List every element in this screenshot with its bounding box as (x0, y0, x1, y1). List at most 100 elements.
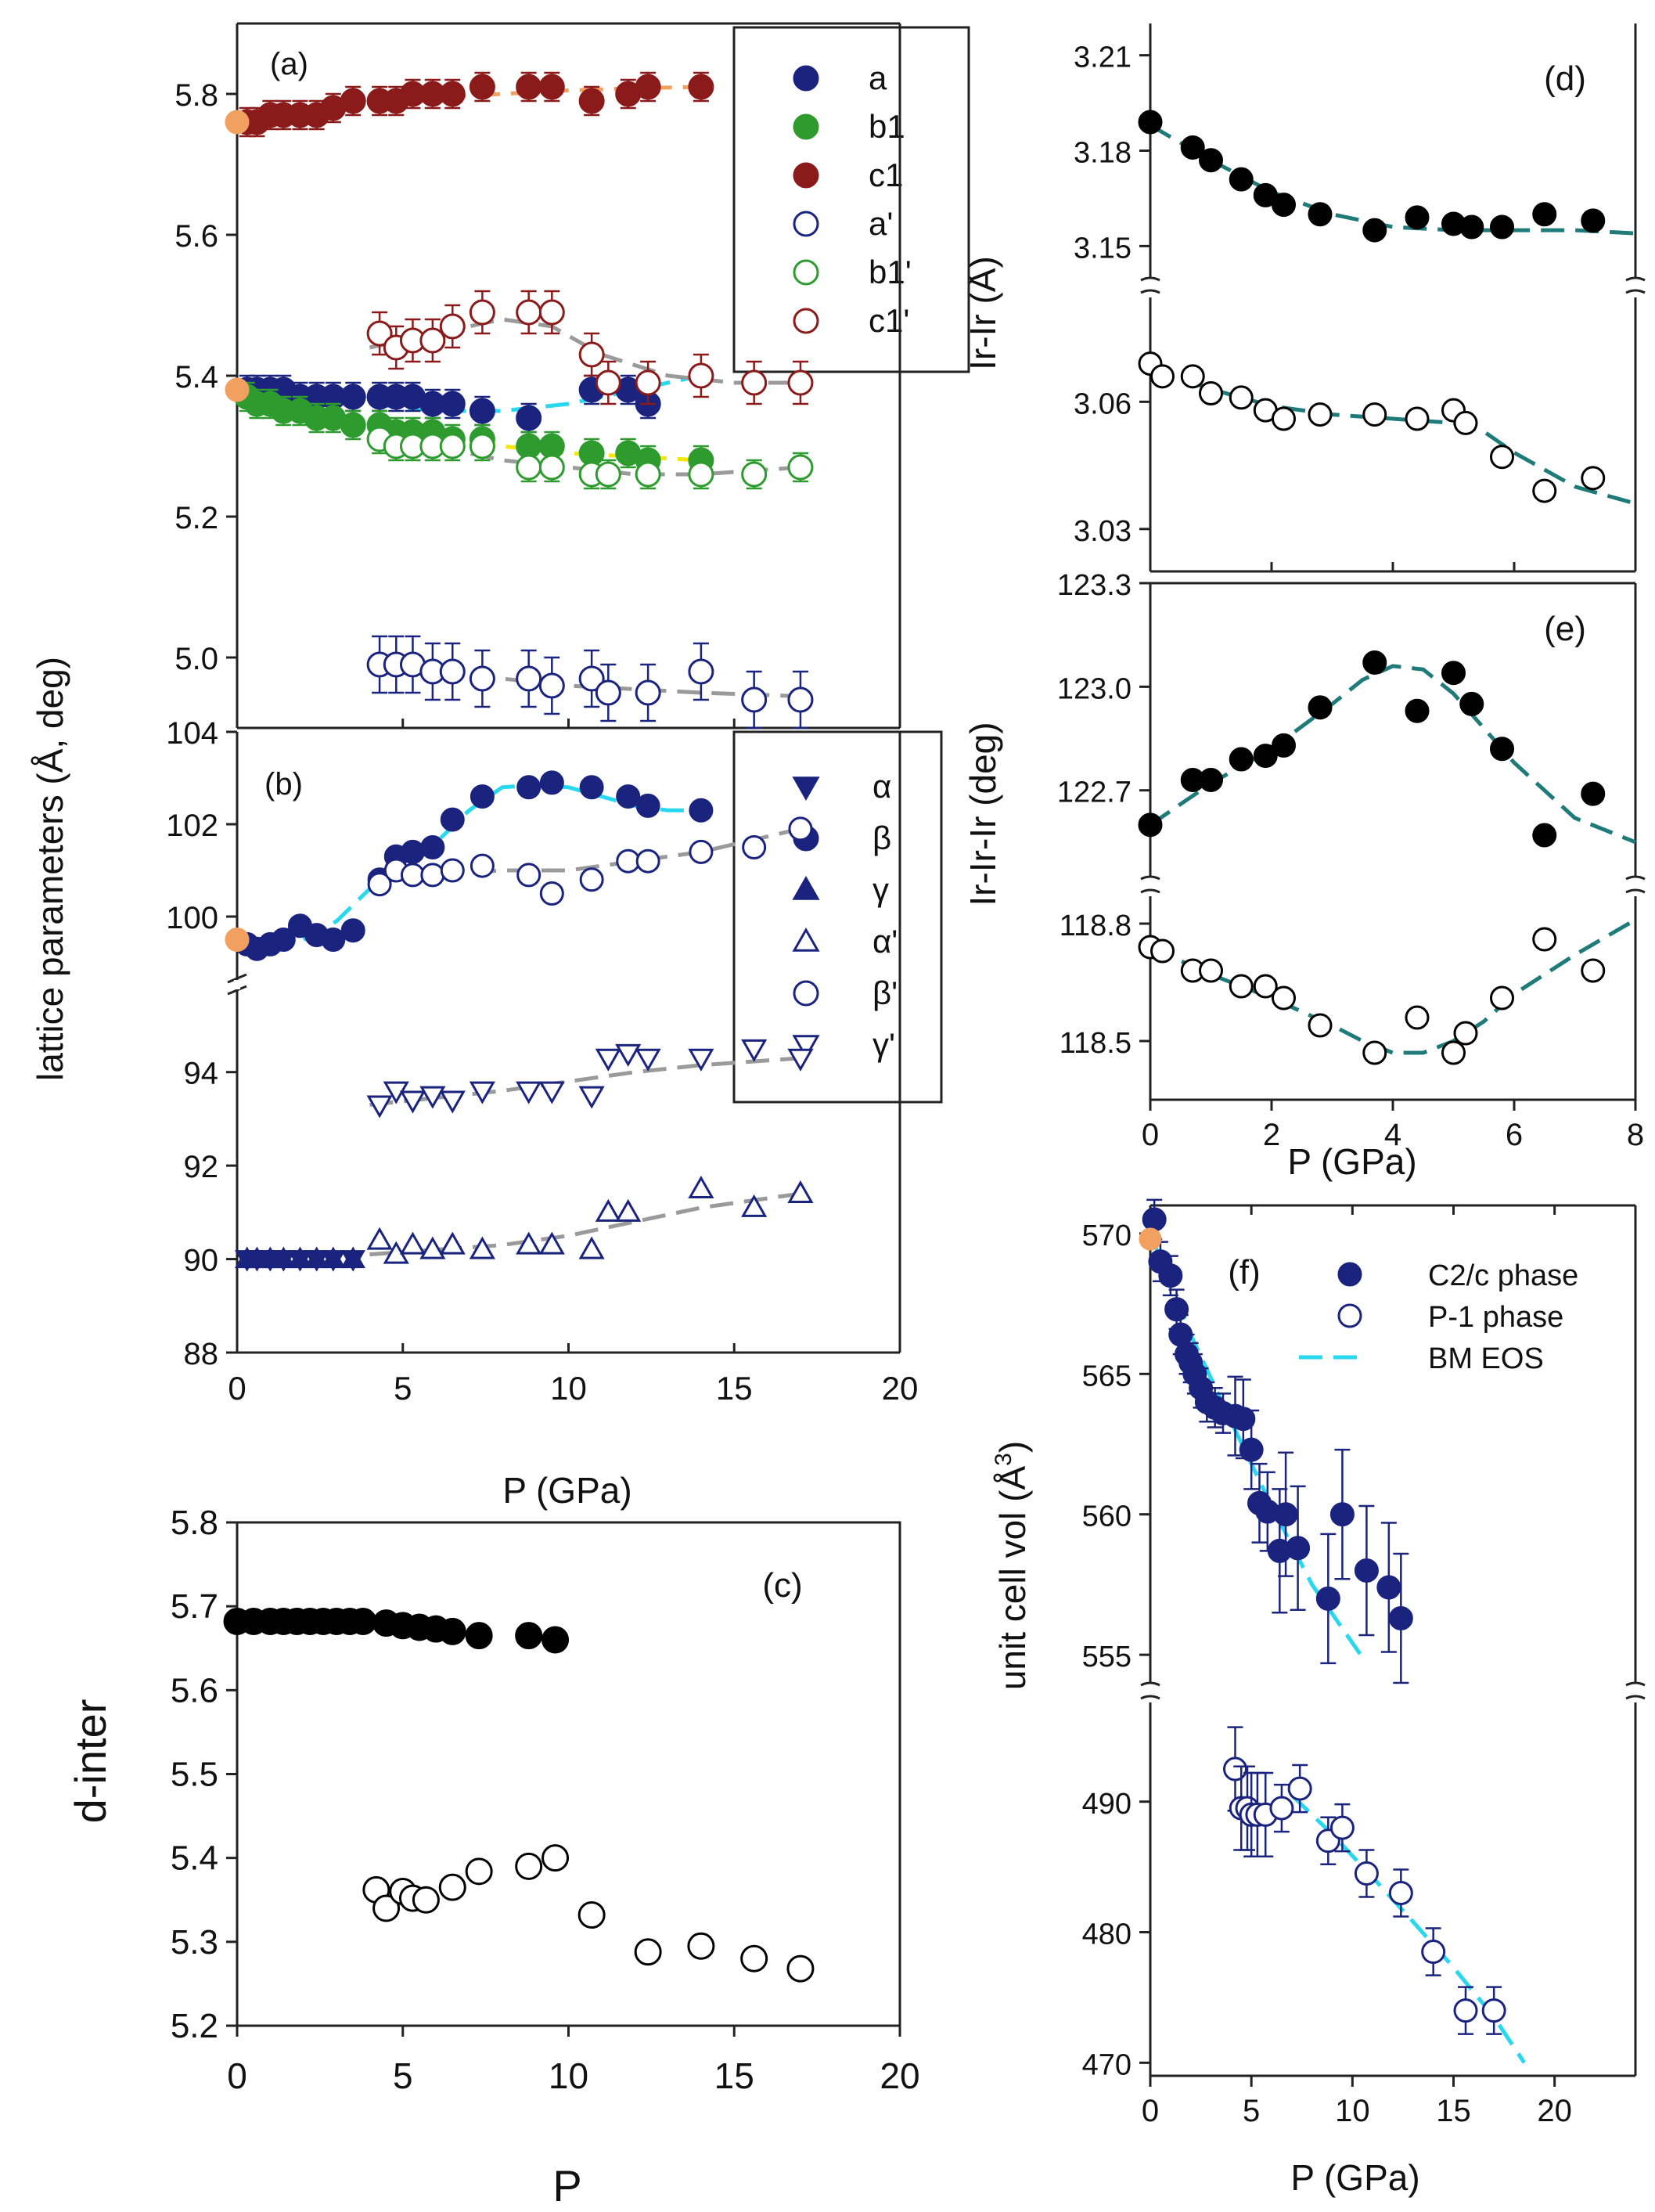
b-point-4-7-down (340, 1250, 365, 1272)
b-point-0-18 (635, 793, 660, 818)
a-point-0-16 (578, 88, 605, 114)
f-ytick-label-0: 470 (1082, 2048, 1132, 2081)
b-point-3-4 (439, 1231, 466, 1255)
f-point-1-14 (1481, 1998, 1506, 2023)
b-ytick-label-1: 90 (184, 1244, 219, 1278)
b-point-1-3 (420, 863, 445, 888)
e-point-0-11 (1490, 737, 1514, 762)
b-anchor-0 (225, 928, 250, 952)
b-point-2-13 (741, 1039, 768, 1062)
d-point-0-2 (1199, 148, 1223, 173)
a-point-3-3 (419, 327, 446, 354)
b-point-4-4-down (287, 1250, 313, 1272)
a-point-3-8 (578, 341, 605, 368)
e-point-0-10 (1459, 691, 1484, 716)
d-point-0-10 (1459, 214, 1484, 240)
c-ytick-label-4: 5.6 (171, 1671, 218, 1709)
c-point-1-9 (577, 1901, 606, 1929)
b-point-1-7 (539, 881, 564, 906)
b-xtick-label-2: 10 (550, 1370, 587, 1407)
e-point-0-13 (1581, 781, 1606, 806)
a-ytick-label-1: 5.2 (174, 501, 218, 535)
a-point-1-14 (516, 405, 542, 431)
d-point-0-0 (1138, 110, 1163, 135)
d-point-0-11 (1490, 214, 1514, 240)
f-legend-marker-0 (1337, 1262, 1362, 1287)
b-point-3-7 (538, 1231, 565, 1255)
a-panel-label: (a) (270, 47, 308, 81)
d-ytick-label-0: 3.03 (1074, 515, 1132, 548)
a-point-3-12 (741, 369, 768, 396)
b-break-1 (227, 973, 247, 984)
b-point-3-10 (615, 1198, 642, 1222)
a-point-3-4 (439, 313, 466, 340)
c-ytick-label-0: 5.2 (171, 2007, 218, 2045)
b-point-0-16 (579, 775, 604, 800)
a-point-5-11 (688, 658, 714, 685)
d-ytick-label-1: 3.06 (1074, 387, 1132, 420)
d-break-l-1 (1140, 276, 1160, 282)
e-xtick-label-0: 0 (1142, 1118, 1159, 1152)
b-ytick-label-5: 102 (166, 809, 218, 843)
b-point-3-0 (366, 1227, 393, 1250)
a-point-0-19 (688, 74, 714, 100)
b-point-1-8 (579, 867, 604, 892)
e-break-l-2 (1140, 888, 1160, 894)
b-point-1-9 (616, 848, 641, 874)
f-point-0-18 (1273, 1502, 1298, 1527)
f-point-0-21 (1329, 1502, 1355, 1527)
e-ytick-label-2: 122.7 (1057, 776, 1132, 809)
ylabel-ir-ir-ir: Ir-Ir-Ir (deg) (962, 722, 1003, 906)
a-point-4-5 (469, 433, 495, 459)
b-point-3-8 (578, 1236, 605, 1259)
e-point-0-5 (1272, 733, 1296, 758)
d-point-0-13 (1581, 208, 1606, 233)
b-legend-label-0: α (872, 768, 891, 805)
e-point-1-12 (1490, 985, 1514, 1011)
e-point-1-6 (1272, 985, 1296, 1011)
f-point-1-11 (1388, 1881, 1413, 1905)
e-ytick-label-0: 118.5 (1060, 1027, 1132, 1060)
d-point-1-14 (1581, 466, 1606, 491)
f-legend-marker-1 (1337, 1303, 1362, 1328)
a-point-4-13 (787, 454, 814, 481)
a-point-1-13 (469, 398, 495, 424)
f-point-0-0 (1142, 1207, 1167, 1232)
c-ytick-label-1: 5.3 (171, 1923, 218, 1962)
f-point-0-13 (1231, 1407, 1256, 1432)
f-ytick-label-3: 555 (1082, 1641, 1132, 1673)
b-ytick-label-4: 100 (166, 901, 218, 935)
c-xtick-label-4: 20 (880, 2055, 919, 2096)
b-point-2-6 (516, 1081, 542, 1104)
a-point-0-13 (469, 74, 495, 100)
b-point-4-5-down (304, 1250, 329, 1272)
b-point-2-11 (635, 1048, 661, 1072)
b-point-3-6 (516, 1231, 542, 1255)
ylabel-d-inter: d-inter (66, 1699, 115, 1824)
f-legend-label-2: BM EOS (1428, 1342, 1544, 1375)
b-ytick-label-2: 92 (184, 1150, 219, 1184)
b-point-3-9 (595, 1198, 621, 1222)
a-point-3-9 (595, 369, 621, 396)
c-point-0-15 (465, 1622, 493, 1650)
b-point-1-10 (635, 848, 660, 874)
f-break-l-1 (1140, 1681, 1160, 1687)
b-point-3-5 (469, 1236, 495, 1259)
a-ytick-label-3: 5.6 (174, 219, 218, 254)
d-point-1-3 (1199, 381, 1223, 405)
b-xtick-label-4: 20 (882, 1370, 919, 1407)
d-break-l-2 (1140, 289, 1160, 294)
f-point-0-14 (1239, 1437, 1264, 1462)
a-point-4-6 (516, 454, 542, 481)
b-point-4-3-down (271, 1250, 297, 1272)
b-legend-label-1: β (872, 820, 891, 856)
e-point-0-12 (1532, 823, 1557, 848)
b-legend-box (732, 730, 943, 1104)
a-legend-marker-1 (793, 113, 819, 140)
c-xtick-label-1: 5 (393, 2055, 413, 2096)
b-point-0-17 (616, 784, 641, 809)
b-legend-marker-4 (793, 980, 819, 1007)
e-xtick-label-3: 6 (1506, 1118, 1523, 1152)
b-ytick-label-0: 88 (184, 1337, 219, 1371)
